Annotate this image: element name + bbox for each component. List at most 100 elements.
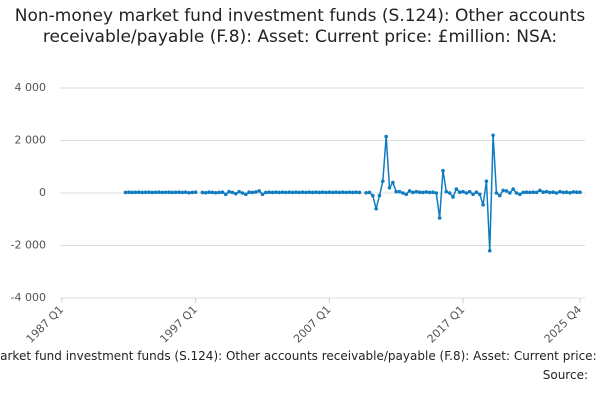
source: Source: xyxy=(542,368,588,382)
data-point xyxy=(504,189,509,193)
data-point xyxy=(233,191,238,196)
data-point xyxy=(501,188,505,193)
data-point xyxy=(574,190,579,195)
data-point xyxy=(447,191,452,195)
data-point xyxy=(163,190,168,195)
data-point xyxy=(457,190,462,195)
data-point xyxy=(217,190,221,195)
data-point xyxy=(247,190,251,195)
data-point xyxy=(427,190,432,195)
data-point xyxy=(300,190,305,195)
data-point xyxy=(210,190,215,195)
y-tick-label: -2 000 xyxy=(11,239,46,252)
data-point xyxy=(270,190,275,195)
data-point xyxy=(548,190,552,195)
data-point xyxy=(377,193,382,198)
data-point xyxy=(297,190,302,195)
data-point xyxy=(451,195,455,199)
data-point xyxy=(484,179,489,183)
data-point xyxy=(444,189,449,194)
data-point xyxy=(357,190,362,195)
data-point xyxy=(320,190,325,195)
data-point xyxy=(441,168,445,173)
data-point xyxy=(324,190,328,195)
data-point xyxy=(150,190,155,195)
data-point xyxy=(541,190,546,195)
data-point xyxy=(511,187,515,191)
data-point xyxy=(287,190,292,195)
data-point xyxy=(561,190,566,195)
data-point xyxy=(521,190,525,195)
data-point xyxy=(404,192,409,197)
data-point xyxy=(571,190,576,194)
data-point xyxy=(551,190,556,195)
data-point xyxy=(330,190,335,195)
data-point xyxy=(491,133,495,138)
y-tick-label: 4 000 xyxy=(15,81,47,94)
data-point xyxy=(397,189,402,194)
data-point xyxy=(454,187,459,191)
data-point xyxy=(364,190,368,195)
y-tick-label: 2 000 xyxy=(15,134,47,147)
data-point xyxy=(290,190,295,195)
x-tick-label: 1987 Q1 xyxy=(24,303,67,346)
data-point xyxy=(437,216,442,220)
data-point xyxy=(528,190,532,195)
data-point xyxy=(578,190,582,195)
data-point xyxy=(374,206,378,211)
y-tick-label: 0 xyxy=(39,186,46,199)
data-point xyxy=(417,190,422,195)
data-point xyxy=(518,192,522,197)
data-point xyxy=(190,190,195,195)
data-point xyxy=(187,190,191,195)
data-point xyxy=(307,190,312,195)
data-point xyxy=(421,190,425,195)
data-point xyxy=(237,189,241,194)
data-point xyxy=(140,190,145,195)
data-point xyxy=(310,190,315,195)
data-point xyxy=(464,191,469,195)
data-point xyxy=(387,185,392,190)
data-point xyxy=(153,190,158,195)
data-point xyxy=(494,191,499,195)
data-point xyxy=(267,190,272,195)
data-point xyxy=(220,190,225,195)
data-point xyxy=(431,190,435,195)
x-tick-label: 2017 Q1 xyxy=(425,303,468,346)
data-point xyxy=(177,190,181,195)
data-point xyxy=(183,190,188,195)
data-point xyxy=(558,189,562,194)
chart-title: Non-money market fund investment funds (… xyxy=(14,6,586,47)
x-tick-label: 1997 Q1 xyxy=(157,303,200,346)
data-point xyxy=(193,190,198,195)
data-point xyxy=(391,180,395,185)
data-point xyxy=(170,190,175,195)
x-tick-label: 2007 Q1 xyxy=(291,303,334,346)
data-point xyxy=(407,189,412,193)
data-point xyxy=(477,192,482,197)
data-point xyxy=(213,190,218,195)
data-point xyxy=(394,189,398,194)
data-point xyxy=(327,190,332,195)
data-point xyxy=(531,190,536,195)
data-point xyxy=(554,191,559,195)
data-point xyxy=(371,193,375,198)
data-point xyxy=(337,190,342,195)
data-point xyxy=(461,189,465,194)
data-point xyxy=(180,190,185,195)
data-point xyxy=(223,192,228,197)
data-point xyxy=(200,190,205,195)
data-point xyxy=(264,190,268,195)
data-point xyxy=(564,190,569,195)
data-point xyxy=(424,190,429,194)
data-point xyxy=(277,190,282,195)
data-point xyxy=(173,190,178,195)
data-point xyxy=(411,190,415,195)
data-point xyxy=(314,190,318,195)
x-tick-label: 2025 Q4 xyxy=(542,303,585,346)
data-point xyxy=(203,190,208,195)
data-point xyxy=(384,134,388,139)
data-point xyxy=(137,190,141,195)
data-point xyxy=(544,189,549,194)
